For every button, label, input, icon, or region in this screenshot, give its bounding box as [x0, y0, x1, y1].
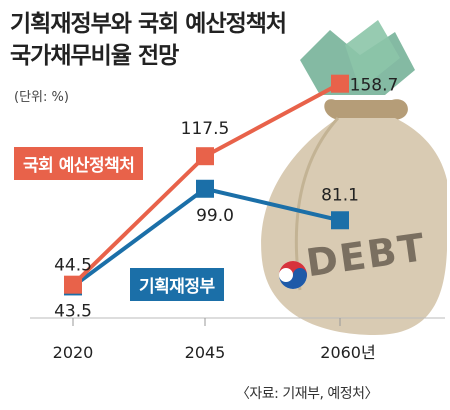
data-label-nabo: 44.5 — [54, 256, 92, 276]
x-tick-label: 2045 — [185, 343, 226, 362]
data-label-moef: 99.0 — [196, 206, 234, 226]
data-label-nabo: 158.7 — [350, 76, 399, 96]
x-tick-label: 2060년 — [320, 343, 375, 362]
legend-label-moef: 기획재정부 — [130, 268, 224, 301]
data-label-nabo: 117.5 — [181, 119, 230, 139]
source-note: 〈자료: 기재부, 예정처〉 — [235, 386, 379, 402]
chart-title-line1: 기획재정부와 국회 예산정책처 — [10, 11, 287, 37]
data-point-nabo — [64, 275, 82, 294]
x-tick-label: 2020 — [53, 343, 94, 362]
data-point-moef — [331, 211, 349, 230]
data-label-moef: 43.5 — [54, 301, 92, 321]
unit-label: (단위: %) — [14, 90, 69, 105]
money-bag-illustration: DEBT — [261, 20, 447, 335]
data-point-nabo — [331, 74, 349, 93]
data-point-nabo — [196, 147, 214, 166]
data-point-moef — [196, 179, 214, 198]
data-label-moef: 81.1 — [321, 185, 359, 205]
legend-label-nabo: 국회 예산정책처 — [14, 147, 144, 180]
chart-title-line2: 국가채무비율 전망 — [10, 43, 179, 69]
